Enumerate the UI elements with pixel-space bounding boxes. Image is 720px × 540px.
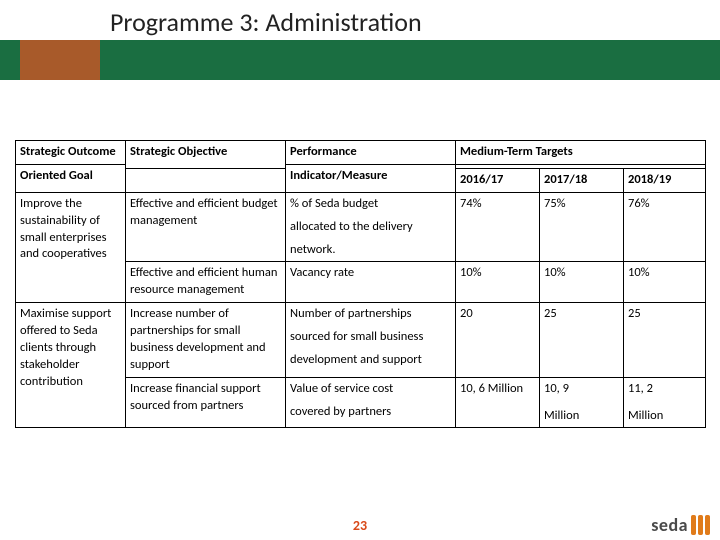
hdr-y3: 2018/19 — [624, 168, 706, 192]
title-bar — [0, 40, 720, 80]
target-y2: 25 — [540, 303, 624, 378]
hdr-goal-2: Oriented Goal — [16, 164, 126, 192]
target-y1: 20 — [456, 303, 540, 378]
target-y1: 10, 6 Million — [456, 377, 540, 428]
hdr-y1: 2016/17 — [456, 168, 540, 192]
page-title: Programme 3: Administration — [110, 6, 422, 38]
goal-cell: Improve the sustainability of small ente… — [16, 192, 126, 302]
hdr-indicator: Indicator/Measure — [286, 164, 456, 192]
target-y1: 10% — [456, 262, 540, 303]
logo: seda — [651, 514, 710, 536]
programme-table: Strategic Outcome Strategic Objective Pe… — [15, 140, 706, 428]
objective-cell: Effective and efficient budget managemen… — [126, 192, 286, 262]
hdr-targets: Medium-Term Targets — [456, 141, 706, 165]
objective-cell: Increase number of partnerships for smal… — [126, 303, 286, 378]
goal-cell: Maximise support offered to Seda clients… — [16, 303, 126, 428]
title-area: Programme 3: Administration — [0, 0, 720, 80]
table-row: Maximise support offered to Seda clients… — [16, 303, 706, 378]
objective-cell: Increase financial support sourced from … — [126, 377, 286, 428]
indicator-cell: Vacancy rate — [286, 262, 456, 303]
target-y3: 11, 2 Million — [624, 377, 706, 428]
page-number: 23 — [353, 517, 367, 534]
target-y1: 74% — [456, 192, 540, 262]
objective-cell: Effective and efficient human resource m… — [126, 262, 286, 303]
logo-icon — [691, 515, 710, 535]
table-row: Improve the sustainability of small ente… — [16, 192, 706, 262]
target-y2: 10% — [540, 262, 624, 303]
header-row-1: Strategic Outcome Strategic Objective Pe… — [16, 141, 706, 165]
target-y3: 10% — [624, 262, 706, 303]
target-y2: 10, 9 Million — [540, 377, 624, 428]
target-y3: 25 — [624, 303, 706, 378]
title-accent — [20, 40, 100, 80]
logo-text: seda — [651, 514, 688, 536]
hdr-obj-blank — [126, 168, 286, 192]
hdr-goal: Strategic Outcome — [16, 141, 126, 165]
hdr-y2: 2017/18 — [540, 168, 624, 192]
indicator-cell: % of Seda budget allocated to the delive… — [286, 192, 456, 262]
indicator-cell: Number of partnerships sourced for small… — [286, 303, 456, 378]
indicator-cell: Value of service cost covered by partner… — [286, 377, 456, 428]
target-y2: 75% — [540, 192, 624, 262]
target-y3: 76% — [624, 192, 706, 262]
hdr-perf: Performance — [286, 141, 456, 165]
hdr-objective: Strategic Objective — [126, 141, 286, 169]
